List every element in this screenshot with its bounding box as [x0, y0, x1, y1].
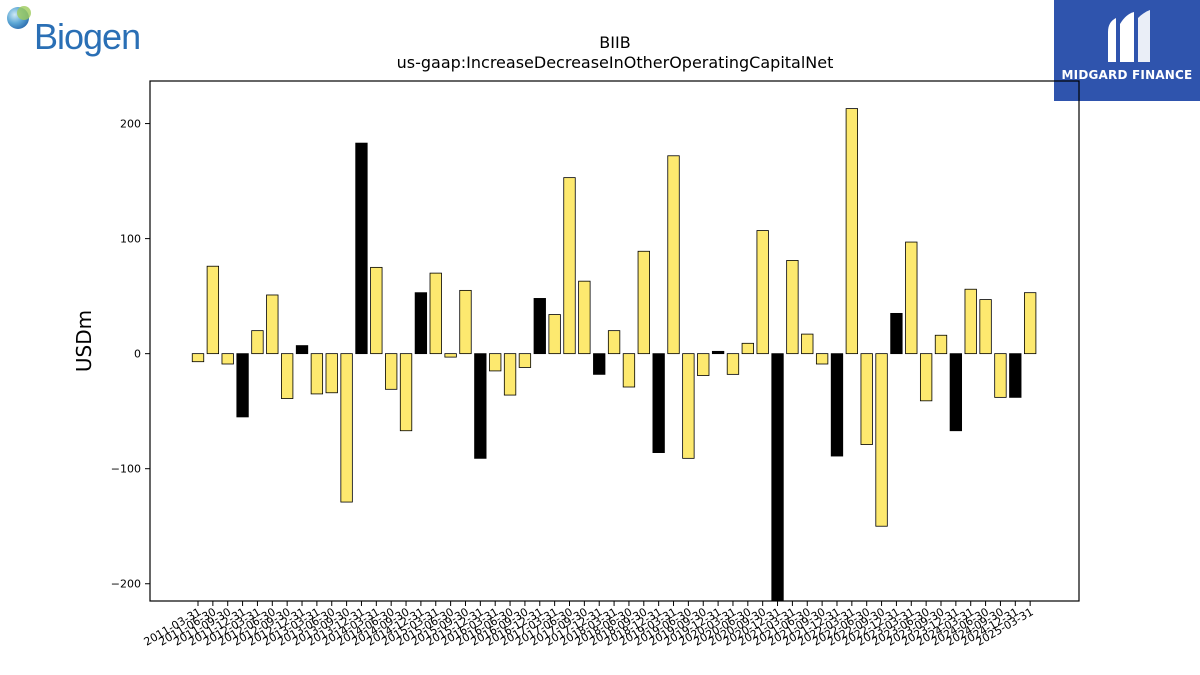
y-axis-ticks: −200 −100 0 100 200 [111, 118, 150, 591]
globe-icon [7, 6, 31, 29]
bar [890, 312, 903, 355]
bar [221, 353, 234, 365]
y-tick-label: −100 [111, 463, 141, 476]
bar [489, 353, 502, 372]
bar [934, 334, 948, 355]
midgard-finance-wordmark: MIDGARD FINANCE [1061, 68, 1193, 82]
bar [994, 353, 1007, 398]
bar [830, 353, 844, 457]
biogen-wordmark: Biogen [34, 16, 141, 57]
bar [682, 353, 695, 459]
bar [1024, 292, 1037, 355]
bar [563, 177, 576, 355]
bar [667, 155, 680, 355]
bar [191, 353, 205, 363]
bar [607, 330, 621, 355]
midgard-m-icon [1108, 10, 1150, 62]
bar [206, 265, 220, 355]
bar [474, 353, 487, 459]
bar [964, 288, 977, 355]
bar [399, 353, 413, 432]
biogen-logo: Biogen [4, 4, 154, 57]
bar [726, 353, 740, 375]
midgard-finance-logo: MIDGARD FINANCE [1054, 0, 1200, 101]
y-axis-label: USDm [72, 310, 96, 372]
bar [518, 353, 532, 368]
bar [414, 292, 428, 355]
y-tick-label: −200 [111, 578, 141, 591]
bar [756, 230, 769, 355]
bar [503, 353, 517, 396]
bar [444, 353, 457, 358]
bar [979, 299, 992, 355]
chart-subtitle: us-gaap:IncreaseDecreaseInOtherOperating… [397, 53, 834, 72]
bar [845, 108, 858, 355]
bar [593, 353, 606, 375]
bar [385, 353, 398, 390]
bar [786, 260, 799, 355]
bar [815, 353, 829, 365]
bar [281, 353, 294, 399]
bar [578, 280, 591, 355]
bar [355, 142, 368, 355]
bar [711, 350, 725, 355]
y-tick-label: 200 [120, 118, 141, 131]
bar [370, 266, 383, 355]
y-tick-label: 100 [120, 233, 141, 246]
bar [236, 353, 249, 418]
bar [533, 298, 546, 355]
bar [340, 353, 353, 503]
bar [310, 353, 324, 395]
plot-frame [149, 80, 1080, 602]
bar [860, 353, 873, 445]
bar [919, 353, 933, 402]
x-axis-ticks: 2011-03-312011-06-302011-09-302011-12-31… [142, 601, 1036, 649]
bar [251, 330, 264, 355]
bar [548, 314, 561, 355]
bar [622, 353, 636, 388]
bar [801, 333, 814, 355]
bar [905, 241, 918, 355]
bar [875, 353, 888, 527]
bar [652, 353, 665, 453]
bar [949, 353, 963, 432]
bar [741, 342, 754, 355]
bar [637, 250, 650, 355]
chart-title: BIIB [599, 33, 630, 52]
bar [697, 353, 710, 376]
bar [325, 353, 338, 394]
y-tick-label: 0 [134, 348, 141, 361]
bar [295, 345, 309, 355]
bar [429, 272, 442, 355]
bars-group [191, 108, 1037, 602]
bar [771, 353, 784, 602]
bar [266, 294, 279, 355]
bar [1009, 353, 1022, 398]
bar [459, 289, 472, 355]
